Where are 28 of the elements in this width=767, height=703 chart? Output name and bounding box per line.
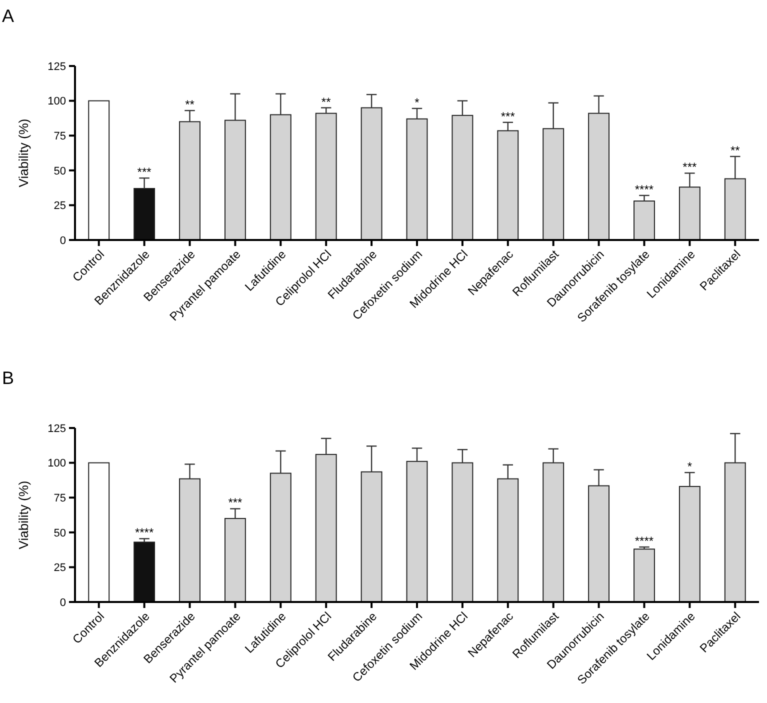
annotation: * — [687, 460, 692, 474]
y-tick-label: 125 — [48, 60, 66, 73]
y-tick-label: 50 — [54, 165, 66, 178]
annotation: * — [414, 95, 420, 110]
annotation: *** — [228, 496, 243, 510]
y-axis-title: Viability (%) — [16, 480, 31, 550]
annotation: ** — [185, 98, 195, 112]
annotation: **** — [134, 526, 154, 540]
annotation: *** — [682, 160, 698, 174]
y-tick-label: 25 — [54, 200, 66, 212]
annotation: **** — [634, 182, 654, 196]
y-tick-label: 0 — [60, 596, 66, 609]
annotation: ** — [730, 143, 740, 158]
y-tick-label: 100 — [48, 458, 66, 470]
annotation: ** — [321, 94, 332, 109]
y-tick-label: 0 — [60, 234, 66, 247]
annotation: **** — [634, 534, 654, 548]
y-tick-label: 25 — [54, 562, 66, 574]
y-axis-title: Viability (%) — [16, 118, 31, 188]
y-tick-label: 100 — [48, 96, 66, 108]
y-tick-label: 75 — [54, 130, 66, 142]
chart-title: B — [2, 368, 14, 388]
y-tick-label: 125 — [48, 422, 66, 435]
y-tick-label: 50 — [54, 527, 66, 540]
annotation: *** — [137, 165, 152, 180]
annotation: *** — [500, 109, 516, 124]
y-tick-label: 75 — [54, 492, 66, 504]
chart-title: A — [2, 6, 14, 26]
